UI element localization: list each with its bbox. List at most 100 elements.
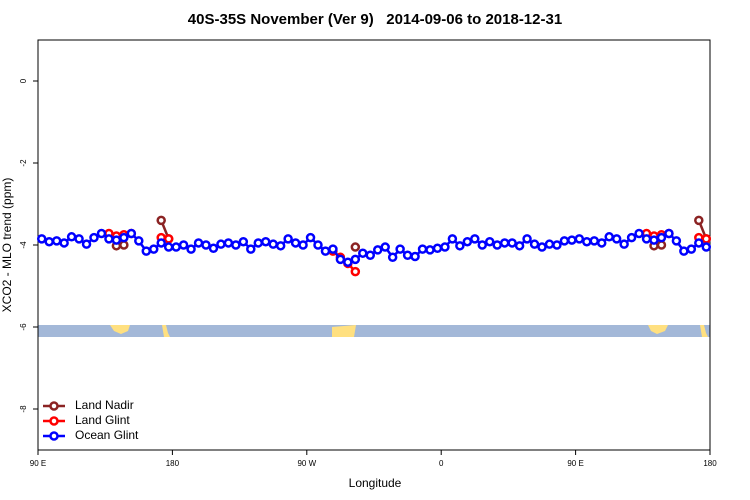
point: [559, 236, 570, 246]
point: [36, 234, 47, 244]
point: [350, 266, 361, 277]
point: [522, 234, 532, 244]
point: [596, 238, 607, 248]
point: [417, 244, 428, 254]
point: [51, 236, 62, 246]
point: [148, 244, 159, 254]
point: [163, 242, 174, 252]
point: [223, 238, 234, 248]
point: [260, 236, 271, 247]
point: [208, 243, 219, 254]
x-tick-label: 180: [166, 459, 180, 468]
point: [514, 241, 525, 251]
x-tick-label: 90 E: [567, 459, 583, 468]
point: [89, 232, 99, 243]
x-tick-label: 180: [703, 459, 717, 468]
point: [694, 238, 704, 248]
y-axis-label: XCO2 - MLO trend (ppm): [0, 178, 14, 313]
point: [484, 236, 495, 247]
y-tick-label: -4: [19, 241, 28, 249]
point: [313, 240, 323, 250]
point: [686, 244, 697, 254]
point: [582, 236, 592, 247]
x-tick-label: 90 E: [30, 459, 46, 468]
point: [66, 232, 77, 242]
point: [462, 236, 473, 247]
legend-label: Land Nadir: [75, 398, 134, 412]
land: [110, 325, 130, 334]
point: [656, 232, 667, 243]
map-strip: [38, 325, 710, 337]
point: [358, 248, 368, 258]
point: [171, 242, 181, 252]
point: [59, 238, 69, 248]
point: [477, 240, 488, 250]
point: [350, 254, 361, 265]
x-tick-label: 0: [439, 459, 444, 468]
x-axis-label: Longitude: [349, 476, 402, 490]
point: [701, 234, 712, 244]
point: [701, 242, 712, 252]
point: [216, 239, 226, 249]
legend-label: Land Glint: [75, 413, 130, 427]
point: [365, 250, 376, 260]
point: [499, 238, 510, 248]
point: [402, 250, 413, 260]
point: [328, 244, 338, 254]
point: [246, 244, 256, 254]
point: [671, 236, 682, 246]
point: [455, 241, 465, 251]
point: [81, 239, 92, 249]
y-tick-label: 0: [19, 78, 28, 83]
point: [432, 243, 443, 254]
legend-marker: [49, 401, 59, 411]
point: [305, 232, 316, 243]
point: [567, 235, 577, 245]
legend-marker: [49, 431, 59, 441]
point: [619, 239, 629, 249]
land: [332, 325, 356, 337]
point: [44, 236, 54, 247]
point: [156, 215, 166, 226]
point: [268, 239, 278, 249]
point: [492, 240, 502, 250]
point: [679, 246, 689, 256]
point: [111, 235, 122, 245]
point: [178, 240, 189, 250]
point: [238, 236, 249, 247]
point: [641, 234, 652, 244]
point: [104, 234, 114, 244]
y-tick-label: -8: [19, 405, 28, 413]
point: [634, 228, 644, 239]
point: [186, 244, 196, 254]
point: [656, 240, 667, 250]
point: [574, 234, 585, 244]
point: [552, 240, 562, 250]
point: [134, 236, 144, 246]
point: [410, 251, 420, 262]
point: [74, 234, 84, 244]
ocean-band: [38, 325, 710, 337]
point: [350, 242, 361, 252]
point: [253, 238, 264, 248]
point: [626, 232, 637, 243]
chart-title: 40S-35S November (Ver 9) 2014-09-06 to 2…: [188, 11, 562, 28]
x-tick-label: 90 W: [297, 459, 316, 468]
point: [156, 238, 166, 248]
point: [201, 240, 211, 250]
land: [162, 325, 170, 337]
point: [694, 215, 704, 226]
point: [387, 252, 398, 263]
point: [372, 245, 383, 255]
land: [700, 325, 708, 337]
point: [275, 241, 286, 251]
point: [380, 242, 390, 252]
point: [425, 245, 435, 255]
point: [447, 234, 458, 244]
point: [119, 232, 129, 243]
point: [126, 228, 137, 239]
point: [649, 235, 659, 245]
point: [544, 239, 555, 249]
legend-label: Ocean Glint: [75, 428, 139, 442]
